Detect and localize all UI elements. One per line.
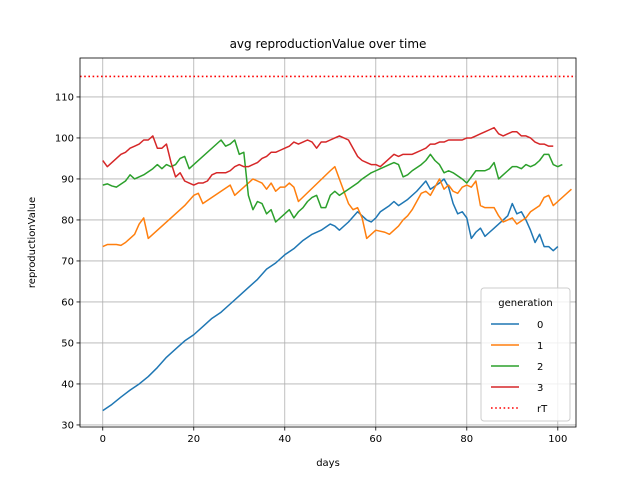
legend-label-2: 2 bbox=[537, 362, 543, 373]
y-axis-title: reproductionValue bbox=[27, 197, 38, 288]
y-tick-label: 50 bbox=[61, 338, 74, 349]
chart-title: avg reproductionValue over time bbox=[230, 37, 427, 51]
x-tick-label: 60 bbox=[369, 434, 382, 445]
legend: generation 0 1 2 3 rT bbox=[480, 287, 571, 422]
y-tick-label: 80 bbox=[61, 215, 74, 226]
series-line-1 bbox=[102, 165, 572, 248]
series-layer bbox=[102, 126, 572, 412]
x-tick-label: 0 bbox=[100, 434, 106, 445]
y-tick-label: 110 bbox=[55, 92, 74, 103]
y-tick-label: 90 bbox=[61, 174, 74, 185]
series-line-3 bbox=[102, 126, 554, 186]
series-line-0 bbox=[102, 178, 559, 412]
y-tick-label: 60 bbox=[61, 297, 74, 308]
legend-items: 0 1 2 3 rT bbox=[491, 320, 548, 415]
y-tick-label: 70 bbox=[61, 256, 74, 267]
y-tick-label: 30 bbox=[61, 420, 74, 431]
legend-label-0: 0 bbox=[537, 320, 543, 331]
legend-label-3: 3 bbox=[537, 383, 543, 394]
x-tick-label: 80 bbox=[460, 434, 473, 445]
legend-title: generation bbox=[498, 298, 552, 309]
x-tick-label: 20 bbox=[187, 434, 200, 445]
legend-label-rT: rT bbox=[537, 404, 548, 415]
y-tick-label: 100 bbox=[55, 133, 74, 144]
plot-frame bbox=[79, 57, 577, 428]
series-line-2 bbox=[102, 139, 563, 223]
x-axis-title: days bbox=[316, 458, 340, 469]
y-tick-label: 40 bbox=[61, 379, 74, 390]
legend-label-1: 1 bbox=[537, 341, 543, 352]
x-tick-label: 40 bbox=[278, 434, 291, 445]
x-tick-label: 100 bbox=[548, 434, 567, 445]
